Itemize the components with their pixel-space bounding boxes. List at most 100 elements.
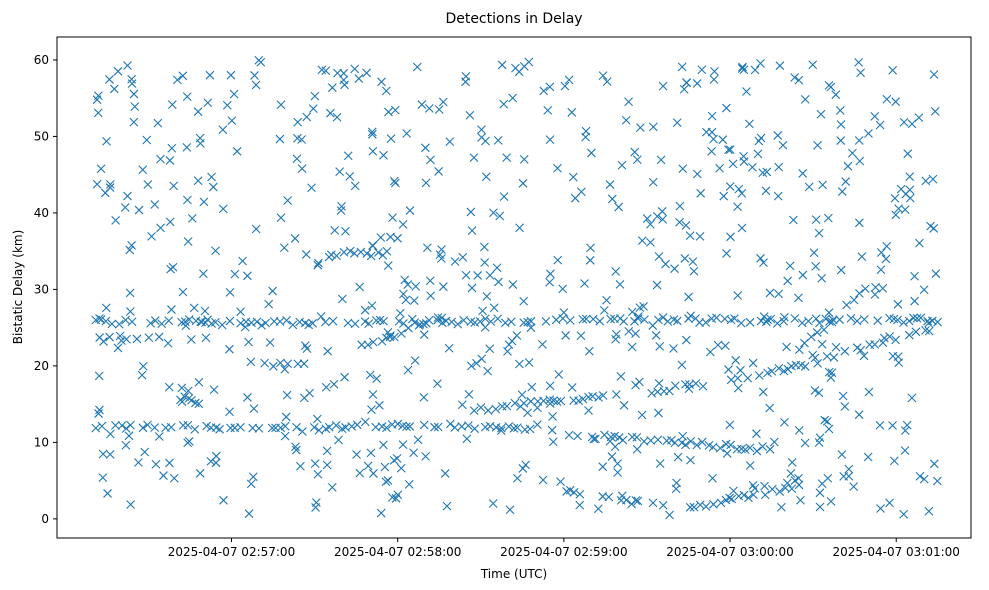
data-point-marker xyxy=(545,381,555,391)
data-point-marker xyxy=(921,326,930,335)
data-point-marker xyxy=(815,318,824,328)
data-point-marker xyxy=(835,106,845,115)
data-point-marker xyxy=(933,317,942,327)
data-point-marker xyxy=(404,323,413,333)
data-point-marker xyxy=(637,236,647,246)
data-point-marker xyxy=(442,501,452,511)
data-point-marker xyxy=(569,488,579,497)
data-point-marker xyxy=(238,256,247,266)
data-point-marker xyxy=(778,140,788,150)
data-point-marker xyxy=(902,420,912,430)
x-tick-label: 2025-04-07 03:00:00 xyxy=(666,545,793,559)
data-point-marker xyxy=(480,258,490,267)
data-point-marker xyxy=(412,62,422,72)
data-point-marker xyxy=(332,112,342,122)
data-point-marker xyxy=(760,481,769,491)
data-point-marker xyxy=(924,318,934,328)
data-point-marker xyxy=(794,293,803,303)
data-point-marker xyxy=(388,213,397,222)
data-point-marker xyxy=(379,150,388,160)
data-point-marker xyxy=(758,168,768,178)
data-point-marker xyxy=(630,316,639,326)
data-point-marker xyxy=(243,393,252,402)
data-point-marker xyxy=(827,317,837,327)
data-point-marker xyxy=(696,188,706,198)
data-point-marker xyxy=(123,61,132,70)
data-point-marker xyxy=(218,204,228,214)
data-point-marker xyxy=(670,438,680,448)
data-point-marker xyxy=(841,177,851,186)
data-point-marker xyxy=(675,201,685,211)
data-point-marker xyxy=(539,86,549,96)
data-point-marker xyxy=(113,66,123,76)
x-tick-label: 2025-04-07 02:58:00 xyxy=(334,545,461,559)
data-point-marker xyxy=(125,288,135,298)
data-point-marker xyxy=(232,146,242,156)
data-point-marker xyxy=(875,420,885,430)
data-point-marker xyxy=(482,292,492,301)
data-point-marker xyxy=(433,422,443,432)
data-point-marker xyxy=(124,431,134,441)
data-point-marker xyxy=(624,97,633,107)
data-point-marker xyxy=(564,75,574,85)
data-point-marker xyxy=(647,388,657,398)
data-point-marker xyxy=(761,317,771,327)
data-point-marker xyxy=(615,279,625,289)
data-point-marker xyxy=(310,91,320,101)
data-point-marker xyxy=(183,438,193,448)
data-point-marker xyxy=(444,343,454,353)
data-point-marker xyxy=(856,345,866,355)
data-point-marker xyxy=(383,476,393,485)
data-point-marker xyxy=(523,408,533,418)
data-point-marker xyxy=(472,358,481,368)
data-point-marker xyxy=(742,87,751,96)
data-point-marker xyxy=(677,62,687,72)
data-point-marker xyxy=(390,105,400,115)
data-point-marker xyxy=(169,181,179,191)
data-point-marker xyxy=(308,318,318,328)
data-point-marker xyxy=(420,143,430,153)
data-point-marker xyxy=(399,289,408,299)
data-point-marker xyxy=(402,129,412,138)
data-point-marker xyxy=(99,337,108,346)
data-point-marker xyxy=(541,317,551,326)
data-point-marker xyxy=(458,252,468,262)
data-point-marker xyxy=(230,269,240,279)
data-point-marker xyxy=(280,421,290,431)
data-point-marker xyxy=(488,499,498,508)
data-point-marker xyxy=(672,118,682,128)
data-point-marker xyxy=(165,156,175,165)
data-point-marker xyxy=(302,112,312,122)
data-point-marker xyxy=(548,412,558,421)
data-point-marker xyxy=(147,231,156,241)
data-point-marker xyxy=(766,314,776,324)
data-point-marker xyxy=(437,313,447,323)
data-point-marker xyxy=(511,63,520,73)
data-point-marker xyxy=(594,392,603,402)
data-point-marker xyxy=(195,468,205,478)
data-point-marker xyxy=(790,314,800,323)
data-point-marker xyxy=(114,319,124,329)
x-tick-label: 2025-04-07 02:59:00 xyxy=(500,545,627,559)
data-point-marker xyxy=(774,363,784,373)
data-point-marker xyxy=(602,77,612,87)
data-point-marker xyxy=(919,474,929,484)
data-point-marker xyxy=(194,377,204,387)
data-point-marker xyxy=(725,493,735,503)
data-point-marker xyxy=(405,422,415,431)
data-point-marker xyxy=(211,458,221,468)
data-point-marker xyxy=(309,422,319,432)
data-point-marker xyxy=(736,365,745,375)
x-tick-label: 2025-04-07 02:57:00 xyxy=(168,545,295,559)
data-point-marker xyxy=(464,390,474,399)
data-point-marker xyxy=(819,325,829,335)
data-point-marker xyxy=(782,478,792,488)
data-point-marker xyxy=(396,463,406,473)
data-point-marker xyxy=(581,314,591,324)
data-point-marker xyxy=(330,225,340,235)
data-point-marker xyxy=(812,328,822,337)
data-point-marker xyxy=(648,177,658,187)
data-point-marker xyxy=(930,107,940,116)
data-point-marker xyxy=(177,383,187,393)
